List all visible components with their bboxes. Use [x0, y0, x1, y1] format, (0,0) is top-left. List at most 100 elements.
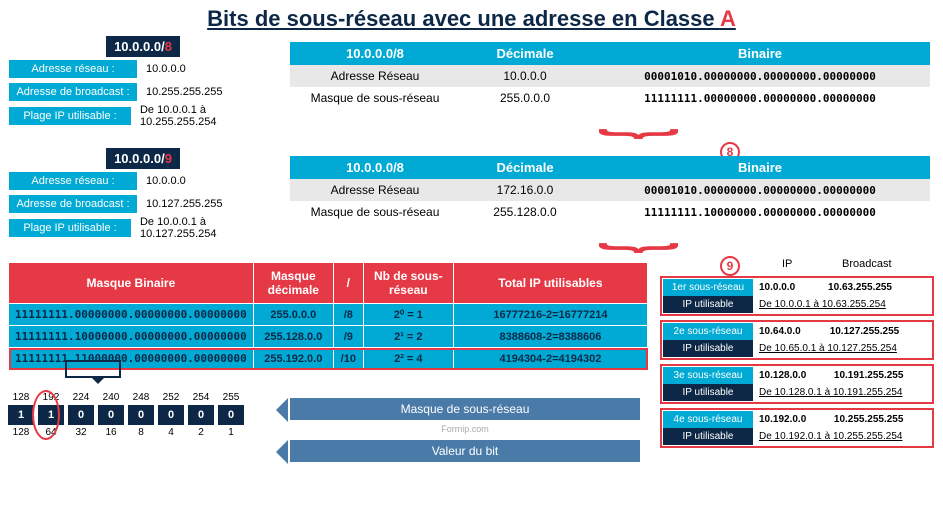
- sn-hdr-2: 3e sous-réseau: [663, 367, 753, 384]
- t2-r2a: Masque de sous-réseau: [290, 201, 460, 223]
- t2-r1c: 00001010.00000000.00000000.00000000: [590, 179, 930, 201]
- sn-bc-0: 10.63.255.255: [822, 279, 931, 296]
- sn-ulbl-0: IP utilisable: [663, 296, 753, 313]
- brace-9: }: [595, 243, 691, 254]
- net9-range-label: Plage IP utilisable :: [8, 218, 132, 238]
- octtop-4: 248: [128, 392, 154, 403]
- octbot-2: 32: [68, 427, 94, 438]
- arrow-down-icon: [92, 378, 104, 390]
- bits-0: 1: [8, 405, 34, 425]
- subnet-box-1: 2e sous-réseau10.64.0.010.127.255.255 IP …: [660, 320, 934, 360]
- net9-bcast: 10.127.255.255: [138, 198, 222, 210]
- net9-bcast-label: Adresse de broadcast :: [8, 194, 138, 214]
- red-h4: Nb de sous-réseau: [363, 263, 453, 304]
- t1-r2c: 11111111.00000000.00000000.00000000: [590, 87, 930, 109]
- octbot-4: 8: [128, 427, 154, 438]
- sn-ulbl-3: IP utilisable: [663, 428, 753, 445]
- octtop-2: 224: [68, 392, 94, 403]
- circle-192: [32, 390, 60, 440]
- sn-hdr-1: 2e sous-réseau: [663, 323, 753, 340]
- octtop-6: 254: [188, 392, 214, 403]
- t1-r1a: Adresse Réseau: [290, 65, 460, 87]
- mask-table: Masque Binaire Masque décimale / Nb de s…: [8, 262, 648, 370]
- table-net9: 10.0.0.0/8DécimaleBinaire Adresse Réseau…: [290, 156, 930, 223]
- red-h2: Masque décimale: [253, 263, 333, 304]
- net8-addr: 10.0.0.0: [138, 63, 186, 75]
- bits-5: 0: [158, 405, 184, 425]
- sn-bc-1: 10.127.255.255: [824, 323, 931, 340]
- octbot-7: 1: [218, 427, 244, 438]
- sn-u-3: De 10.192.0.1 à 10.255.255.254: [753, 428, 931, 445]
- sn-u-0: De 10.0.0.1 à 10.63.255.254: [753, 296, 931, 313]
- sn-ulbl-1: IP utilisable: [663, 340, 753, 357]
- sn-bc-3: 10.255.255.255: [828, 411, 931, 428]
- bcast-col-label: Broadcast: [842, 258, 892, 270]
- t2-h3: Binaire: [590, 156, 930, 179]
- t2-h2: Décimale: [460, 156, 590, 179]
- bits-6: 0: [188, 405, 214, 425]
- arrow-mask: Masque de sous-réseau: [290, 398, 640, 420]
- t2-r1b: 172.16.0.0: [460, 179, 590, 201]
- subnet-list: 1er sous-réseau10.0.0.010.63.255.255 IP u…: [660, 276, 934, 452]
- red-h3: /: [333, 263, 363, 304]
- sn-ip-0: 10.0.0.0: [753, 279, 822, 296]
- net8-header: 10.0.0.0/8: [106, 36, 180, 57]
- red-h5: Total IP utilisables: [453, 263, 647, 304]
- octtop-5: 252: [158, 392, 184, 403]
- subnet-box-3: 4e sous-réseau10.192.0.010.255.255.255 IP…: [660, 408, 934, 448]
- net9-range: De 10.0.0.1 à 10.127.255.254: [132, 216, 278, 240]
- subnet-box-0: 1er sous-réseau10.0.0.010.63.255.255 IP u…: [660, 276, 934, 316]
- red-h1: Masque Binaire: [9, 263, 254, 304]
- red-row-1: 11111111.10000000.00000000.00000000255.1…: [9, 326, 648, 348]
- arrow-bitval: Valeur du bit: [290, 440, 640, 462]
- sn-hdr-3: 4e sous-réseau: [663, 411, 753, 428]
- bits-3: 0: [98, 405, 124, 425]
- net8-addr-label: Adresse réseau :: [8, 59, 138, 79]
- octtop-0: 128: [8, 392, 34, 403]
- net8-range-label: Plage IP utilisable :: [8, 106, 132, 126]
- octbot-6: 2: [188, 427, 214, 438]
- t2-h1: 10.0.0.0/8: [290, 156, 460, 179]
- t1-r1c: 00001010.00000000.00000000.00000000: [590, 65, 930, 87]
- net8-bcast: 10.255.255.255: [138, 86, 222, 98]
- bits-2: 0: [68, 405, 94, 425]
- t2-r2c: 11111111.10000000.00000000.00000000: [590, 201, 930, 223]
- brace-8: }: [595, 129, 691, 140]
- net8-bcast-label: Adresse de broadcast :: [8, 82, 138, 102]
- subnet-box-2: 3e sous-réseau10.128.0.010.191.255.255 IP…: [660, 364, 934, 404]
- badge-9: 9: [720, 256, 740, 276]
- bits-4: 0: [128, 405, 154, 425]
- net9-addr-label: Adresse réseau :: [8, 171, 138, 191]
- sn-u-1: De 10.65.0.1 à 10.127.255.254: [753, 340, 931, 357]
- sn-ulbl-2: IP utilisable: [663, 384, 753, 401]
- t2-r1a: Adresse Réseau: [290, 179, 460, 201]
- bits-7: 0: [218, 405, 244, 425]
- octbot-0: 128: [8, 427, 34, 438]
- red-row-0: 11111111.00000000.00000000.00000000255.0…: [9, 304, 648, 326]
- table-net8: 10.0.0.0/8DécimaleBinaire Adresse Réseau…: [290, 42, 930, 109]
- page-title: Bits de sous-réseau avec une adresse en …: [0, 0, 943, 38]
- octtop-7: 255: [218, 392, 244, 403]
- bin-highlight-box: [65, 360, 121, 378]
- t1-r2b: 255.0.0.0: [460, 87, 590, 109]
- sn-ip-2: 10.128.0.0: [753, 367, 828, 384]
- sn-u-2: De 10.128.0.1 à 10.191.255.254: [753, 384, 931, 401]
- t1-r2a: Masque de sous-réseau: [290, 87, 460, 109]
- net8-block: 10.0.0.0/8 Adresse réseau :10.0.0.0 Adre…: [8, 36, 278, 129]
- t1-h3: Binaire: [590, 42, 930, 65]
- ip-col-label: IP: [782, 258, 792, 270]
- net9-header: 10.0.0.0/9: [106, 148, 180, 169]
- t1-h1: 10.0.0.0/8: [290, 42, 460, 65]
- octbot-3: 16: [98, 427, 124, 438]
- net9-block: 10.0.0.0/9 Adresse réseau :10.0.0.0 Adre…: [8, 148, 278, 241]
- sn-hdr-0: 1er sous-réseau: [663, 279, 753, 296]
- sn-bc-2: 10.191.255.255: [828, 367, 931, 384]
- watermark: Formip.com: [290, 424, 640, 434]
- sn-ip-3: 10.192.0.0: [753, 411, 828, 428]
- net9-addr: 10.0.0.0: [138, 175, 186, 187]
- net8-range: De 10.0.0.1 à 10.255.255.254: [132, 104, 278, 128]
- t1-r1b: 10.0.0.0: [460, 65, 590, 87]
- octbot-5: 4: [158, 427, 184, 438]
- t1-h2: Décimale: [460, 42, 590, 65]
- sn-ip-1: 10.64.0.0: [753, 323, 824, 340]
